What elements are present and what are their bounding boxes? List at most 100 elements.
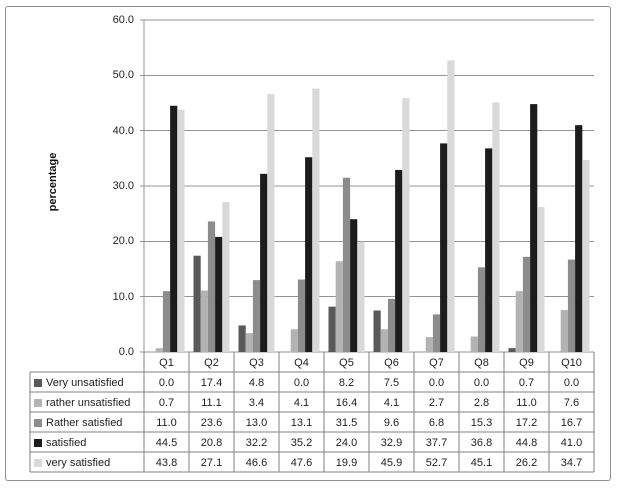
value-cell: 23.6 (200, 417, 223, 429)
bar-very-satisfied (177, 109, 185, 352)
bar-very-satisfied (222, 202, 230, 352)
legend-cell: very satisfied (31, 453, 143, 473)
value-cell: 20.8 (200, 437, 223, 449)
bar-satisfied (440, 143, 448, 352)
bar-rather-satisfied (567, 259, 576, 352)
value-cell: 0.0 (158, 377, 175, 389)
value-cell: 15.3 (470, 417, 493, 429)
legend-swatch-icon (34, 459, 42, 467)
value-cell: 52.7 (425, 457, 448, 469)
bar-very-satisfied (582, 159, 590, 352)
value-cell: 11.1 (201, 397, 222, 409)
category-label: Q8 (474, 357, 489, 369)
category-label: Q1 (159, 357, 174, 369)
value-cell: 13.1 (290, 417, 313, 429)
value-cell: 43.8 (155, 457, 178, 469)
y-tick-label: 20.0 (112, 235, 134, 248)
value-cell: 32.2 (245, 437, 268, 449)
value-cell: 4.1 (293, 397, 310, 409)
category-label: Q9 (519, 357, 534, 369)
value-cell: 0.0 (428, 377, 445, 389)
value-cell: 0.0 (293, 377, 310, 389)
bar-rather-unsatisfied (200, 290, 208, 352)
bar-rather-unsatisfied (560, 309, 568, 352)
bar-very-unsatisfied (508, 348, 516, 352)
legend-cell: rather unsatisfied (31, 393, 143, 413)
bar-rather-unsatisfied (380, 329, 388, 352)
category-label: Q6 (384, 357, 399, 369)
value-cell: 24.0 (335, 437, 358, 449)
bar-very-unsatisfied (373, 310, 381, 352)
bar-rather-unsatisfied (425, 337, 433, 352)
bar-rather-satisfied (207, 221, 216, 352)
value-cell: 4.1 (383, 397, 400, 409)
category-label: Q2 (204, 357, 219, 369)
bar-satisfied (530, 104, 538, 353)
bar-rather-satisfied (342, 177, 351, 352)
bar-very-satisfied (492, 102, 500, 353)
bar-rather-unsatisfied (515, 291, 523, 352)
value-cell: 41.0 (560, 437, 583, 449)
bar-rather-satisfied (162, 291, 171, 352)
value-cell: 4.8 (248, 377, 265, 389)
value-cell: 17.4 (200, 377, 223, 389)
bar-very-satisfied (447, 60, 455, 352)
bar-rather-satisfied (432, 314, 441, 352)
category-label: Q3 (249, 357, 264, 369)
value-cell: 11.0 (516, 397, 537, 409)
value-cell: 32.9 (380, 437, 403, 449)
value-cell: 13.0 (245, 417, 268, 429)
value-cell: 26.2 (515, 457, 538, 469)
bar-satisfied (215, 236, 223, 352)
bar-very-satisfied (312, 88, 320, 352)
bar-very-satisfied (537, 207, 545, 352)
bar-very-satisfied (357, 241, 365, 352)
value-cell: 16.4 (335, 397, 358, 409)
y-tick-label: 30.0 (112, 180, 134, 192)
value-cell: 35.2 (290, 437, 313, 449)
bar-rather-satisfied (252, 280, 261, 352)
y-tick-label: 40.0 (112, 124, 134, 137)
value-cell: 34.7 (560, 457, 583, 469)
legend-label: rather unsatisfied (46, 397, 131, 409)
bar-very-unsatisfied (238, 325, 246, 352)
bar-rather-unsatisfied (290, 329, 298, 352)
bar-rather-unsatisfied (470, 336, 478, 352)
bar-rather-unsatisfied (245, 333, 253, 352)
value-cell: 0.7 (158, 397, 175, 409)
value-cell: 17.2 (515, 417, 538, 429)
legend-cell: satisfied (31, 433, 143, 453)
bar-satisfied (485, 148, 493, 352)
bar-rather-satisfied (522, 256, 531, 352)
value-cell: 3.4 (248, 397, 265, 409)
category-label: Q5 (339, 357, 354, 369)
legend-swatch-icon (34, 439, 42, 447)
category-label: Q4 (294, 357, 309, 369)
value-cell: 16.7 (560, 417, 583, 429)
category-label: Q10 (561, 357, 582, 369)
bar-rather-satisfied (297, 279, 306, 352)
bar-rather-satisfied (477, 267, 486, 352)
bar-very-satisfied (402, 98, 410, 353)
y-tick-label: 10.0 (112, 290, 134, 303)
y-tick-label: 60.0 (112, 14, 134, 26)
value-cell: 46.6 (245, 457, 268, 469)
bar-very-satisfied (267, 94, 275, 352)
value-cell: 2.8 (473, 397, 490, 409)
legend-swatch-icon (34, 419, 42, 427)
legend-label: very satisfied (46, 457, 111, 469)
legend-label: satisfied (46, 437, 87, 449)
y-axis-title: percentage (47, 152, 59, 212)
bar-rather-satisfied (387, 298, 396, 352)
value-cell: 9.6 (383, 417, 400, 429)
value-cell: 47.6 (290, 457, 313, 469)
legend-label: Rather satisfied (46, 417, 123, 429)
value-cell: 7.6 (563, 397, 580, 409)
value-cell: 44.5 (155, 437, 178, 449)
value-cell: 11.0 (156, 417, 177, 429)
value-cell: 6.8 (428, 417, 445, 429)
value-cell: 31.5 (335, 417, 358, 429)
value-cell: 0.7 (518, 377, 535, 389)
value-cell: 0.0 (563, 377, 580, 389)
